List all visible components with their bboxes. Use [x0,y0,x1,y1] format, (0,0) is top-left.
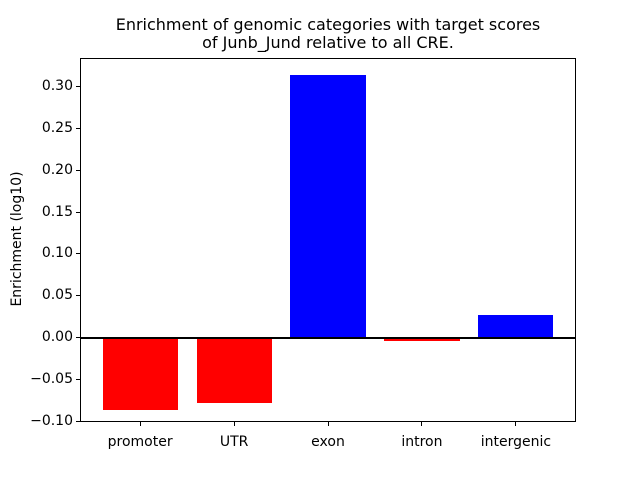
x-tick-mark [327,422,329,426]
y-tick-label: −0.10 [30,412,73,429]
y-tick-label: 0.10 [41,245,73,262]
bar-promoter [102,337,178,410]
y-tick-mark [76,420,80,422]
y-tick-label: 0.15 [41,203,73,220]
y-tick-mark [76,337,80,338]
bar-intron [384,337,460,341]
plot-area [80,58,576,422]
x-tick-mark [515,422,517,426]
y-tick-mark [76,253,80,255]
chart-title: Enrichment of genomic categories with ta… [115,15,541,52]
x-tick-mark [139,422,141,426]
y-tick-label: 0.05 [41,287,73,304]
x-tick-label-promoter: promoter [107,434,173,450]
y-tick-mark [76,211,80,213]
y-tick-mark [76,127,80,129]
zero-line [81,336,575,339]
x-tick-mark [421,422,423,426]
bar-UTR [196,337,272,403]
y-tick-mark [76,86,80,87]
x-tick-label-UTR: UTR [219,434,249,450]
y-tick-mark [76,378,80,380]
y-tick-label: 0.00 [41,329,73,345]
x-tick-label-exon: exon [311,434,345,450]
x-tick-mark [233,422,235,426]
y-tick-label: −0.05 [30,370,73,387]
y-tick-label: 0.30 [41,78,73,94]
x-tick-label-intron: intron [401,434,443,450]
y-tick-label: 0.25 [41,119,73,136]
y-tick-label: 0.20 [41,161,73,178]
y-tick-mark [76,169,80,171]
y-tick-mark [76,295,80,297]
bar-intergenic [478,314,554,338]
x-tick-label-intergenic: intergenic [480,434,552,450]
bar-exon [290,74,366,338]
